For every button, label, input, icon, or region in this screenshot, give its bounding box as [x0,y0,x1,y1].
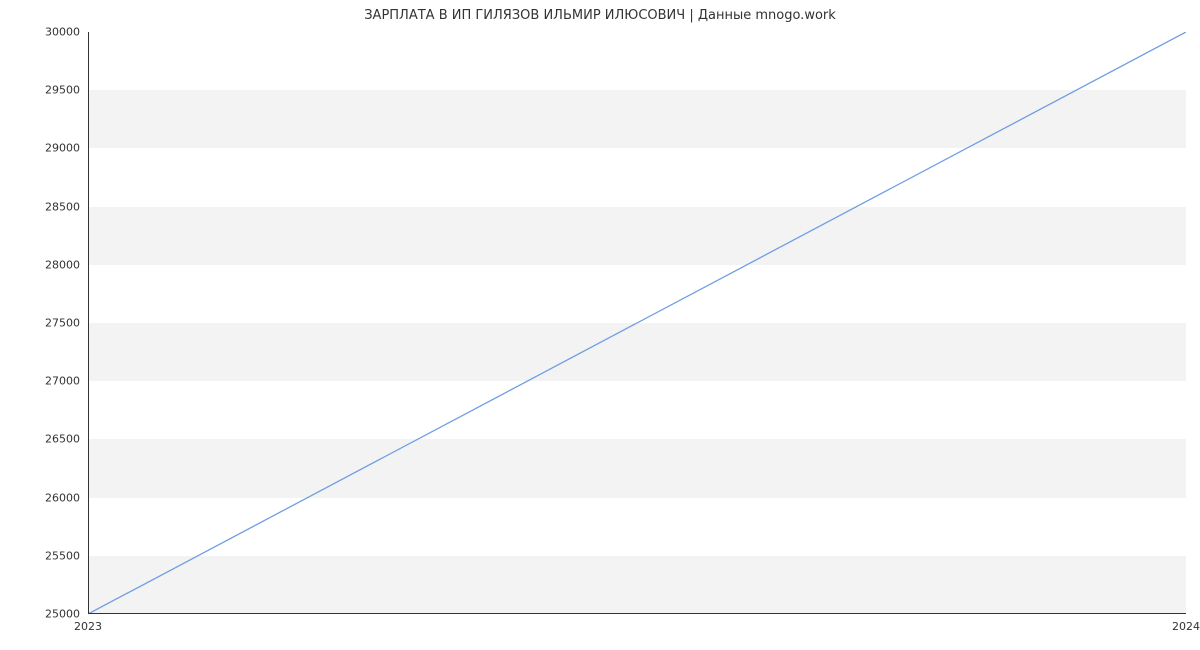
chart-container: ЗАРПЛАТА В ИП ГИЛЯЗОВ ИЛЬМИР ИЛЮСОВИЧ | … [0,0,1200,650]
plot-area [88,32,1186,614]
y-tick-label: 28000 [34,258,80,271]
y-axis-line [88,32,89,614]
x-axis-line [88,613,1186,614]
y-tick-label: 26500 [34,433,80,446]
x-tick-label: 2024 [1172,620,1200,633]
y-tick-label: 27000 [34,375,80,388]
y-tick-label: 26000 [34,491,80,504]
line-layer [88,32,1186,614]
chart-title: ЗАРПЛАТА В ИП ГИЛЯЗОВ ИЛЬМИР ИЛЮСОВИЧ | … [0,8,1200,23]
y-tick-label: 29500 [34,84,80,97]
y-tick-label: 25000 [34,608,80,621]
series-line [88,32,1186,614]
y-tick-label: 25500 [34,549,80,562]
y-tick-label: 28500 [34,200,80,213]
y-tick-label: 29000 [34,142,80,155]
y-tick-label: 30000 [34,26,80,39]
y-tick-label: 27500 [34,317,80,330]
x-tick-label: 2023 [74,620,102,633]
